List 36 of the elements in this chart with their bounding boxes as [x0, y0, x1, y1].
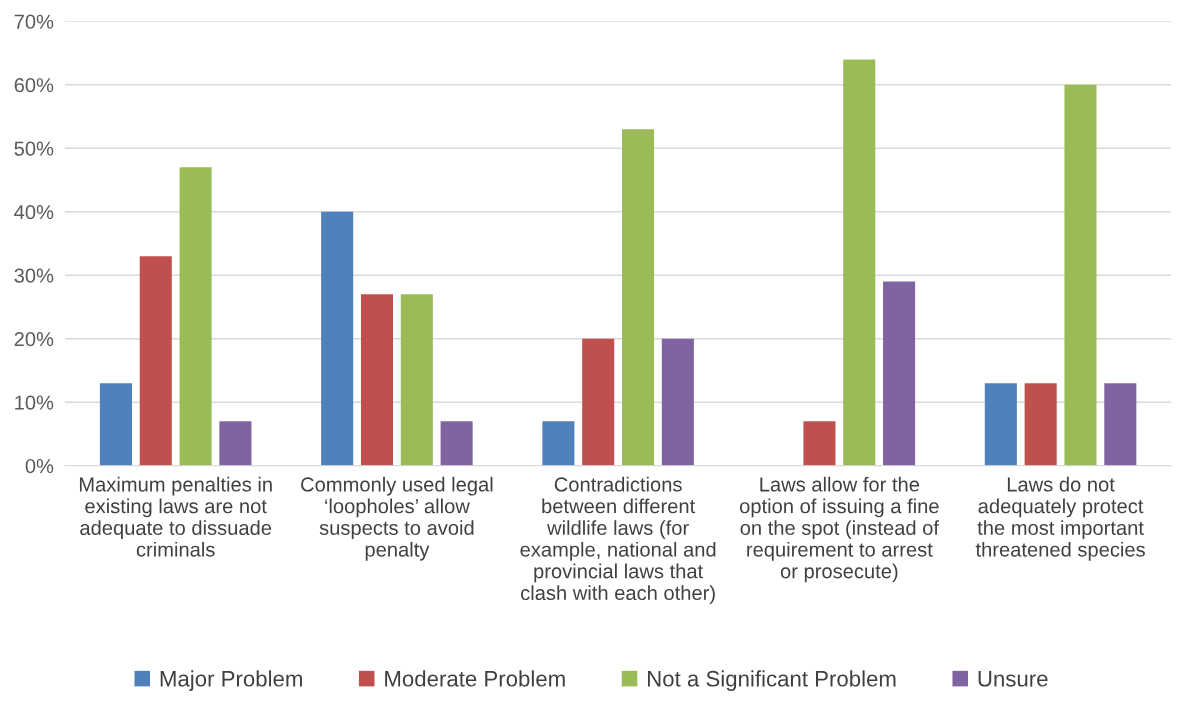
bar [99, 383, 132, 466]
bar [1024, 383, 1057, 466]
bar [661, 338, 694, 466]
bar [883, 281, 916, 466]
bar [843, 59, 876, 466]
bar [1064, 84, 1097, 466]
y-tick-label: 20% [14, 331, 54, 347]
x-tick-label: Contradictions between different wildlife laws (for example, national and provincial laws that clash with each other) [520, 476, 716, 605]
bar [1104, 383, 1137, 466]
bar [582, 338, 615, 466]
y-tick-label: 0% [25, 458, 54, 474]
x-tick-label: Laws do not adequately protect the most important threatened species [975, 476, 1145, 561]
x-tick-label: Commonly used legal ‘loopholes’ allow suspects to avoid penalty [301, 476, 493, 561]
y-tick-label: 30% [14, 268, 54, 283]
bar [621, 129, 655, 466]
bar [321, 211, 354, 466]
bar [400, 294, 433, 466]
bar [219, 421, 252, 466]
bar [179, 167, 212, 466]
x-tick-label: Laws allow for the option of issuing a fine on the spot (instead of requirement to arrest or prosecute) [739, 476, 940, 583]
bar [803, 421, 836, 466]
y-tick-label: 70% [14, 14, 54, 29]
y-tick-label: 60% [14, 78, 54, 93]
legend-label: Unsure [978, 671, 1048, 687]
y-tick-label: 40% [14, 205, 54, 220]
y-tick-label: 10% [15, 395, 54, 410]
bar [542, 421, 575, 466]
bar [984, 383, 1017, 466]
legend-label: Major Problem [160, 670, 302, 691]
bar [440, 421, 473, 466]
legend-label: Moderate Problem [385, 670, 565, 687]
y-tick-label: 50% [14, 141, 54, 156]
bar [360, 294, 394, 466]
x-tick-label: Maximum penalties in existing laws are not adequate to dissuade criminals [79, 476, 272, 557]
legend-label: Not a Significant Problem [648, 670, 896, 691]
bar [139, 256, 172, 466]
